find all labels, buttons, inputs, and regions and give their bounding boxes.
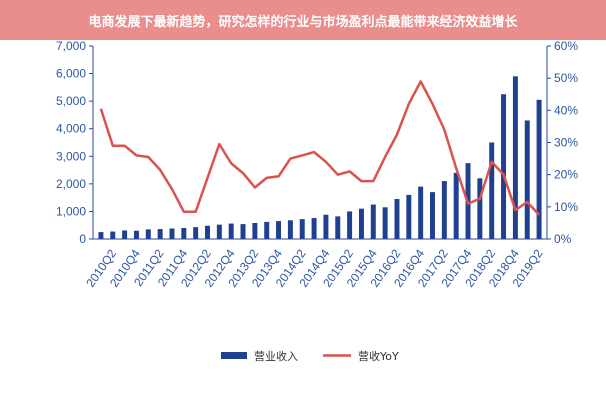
revenue-bar xyxy=(193,227,199,239)
revenue-bar xyxy=(430,192,435,239)
x-axis: 2010Q22010Q42011Q22011Q42012Q22012Q42013… xyxy=(83,238,547,290)
revenue-bar xyxy=(228,223,234,239)
revenue-bar xyxy=(110,231,116,239)
y-left-tick-label: 7,000 xyxy=(56,39,86,53)
revenue-bar xyxy=(122,230,128,239)
legend: 营业收入 营收YoY xyxy=(221,349,399,363)
revenue-bar xyxy=(311,218,317,239)
yoy-line-group xyxy=(99,80,541,216)
yoy-line xyxy=(99,80,541,216)
revenue-bar xyxy=(216,224,222,239)
y-left-tick-label: 2,000 xyxy=(56,177,86,191)
y-right-tick-label: 30% xyxy=(554,136,578,150)
legend-yoy-label: 营收YoY xyxy=(358,349,399,363)
revenue-bar xyxy=(335,216,341,239)
revenue-bar xyxy=(276,221,282,239)
y-right-axis: 0% 10% 20% 30% 40% 50% 60% xyxy=(546,39,578,246)
revenue-bar xyxy=(323,214,329,239)
revenue-bar xyxy=(252,223,258,239)
revenue-bar xyxy=(181,227,187,239)
legend-revenue-swatch xyxy=(221,352,247,359)
y-left-tick-label: 0 xyxy=(79,232,86,246)
y-left-axis: 0 1,000 2,000 3,000 4,000 5,000 6,000 7,000 xyxy=(56,39,94,246)
y-left-tick-label: 4,000 xyxy=(56,122,86,136)
revenue-bar xyxy=(524,120,530,239)
y-right-tick-label: 10% xyxy=(554,200,578,214)
revenue-bar xyxy=(240,224,246,239)
revenue-bar xyxy=(98,232,104,239)
revenue-bar xyxy=(133,230,139,239)
title-banner: 电商发展下最新趋势，研究怎样的行业与市场盈利点最能带来经济效益增长 xyxy=(0,0,606,40)
revenue-bars xyxy=(98,76,542,239)
y-left-tick-label: 1,000 xyxy=(56,204,86,218)
revenue-bar xyxy=(453,172,459,239)
revenue-bar xyxy=(394,199,400,239)
revenue-bar xyxy=(347,211,353,239)
y-right-tick-label: 20% xyxy=(554,168,578,182)
revenue-bar xyxy=(512,76,518,239)
y-right-tick-label: 0% xyxy=(554,232,572,246)
revenue-bar xyxy=(370,204,376,239)
y-right-tick-label: 40% xyxy=(554,103,578,117)
revenue-bar xyxy=(169,228,175,239)
legend-revenue-label: 营业收入 xyxy=(254,349,298,363)
revenue-bar xyxy=(264,221,270,239)
revenue-bar xyxy=(287,220,293,239)
revenue-bar xyxy=(358,208,364,239)
revenue-bar xyxy=(406,194,412,239)
y-left-tick-label: 5,000 xyxy=(56,94,86,108)
revenue-bar xyxy=(418,186,424,239)
revenue-bar xyxy=(205,225,210,239)
y-left-tick-label: 6,000 xyxy=(56,67,86,81)
banner-title: 电商发展下最新趋势，研究怎样的行业与市场盈利点最能带来经济效益增长 xyxy=(88,14,518,30)
revenue-bar xyxy=(382,207,388,239)
revenue-bar xyxy=(441,181,447,239)
y-left-tick-label: 3,000 xyxy=(56,149,86,163)
revenue-bar xyxy=(157,229,163,239)
y-right-tick-label: 50% xyxy=(554,71,578,85)
revenue-bar xyxy=(145,229,151,239)
revenue-bar xyxy=(501,94,507,239)
revenue-bar xyxy=(536,99,542,239)
revenue-bar xyxy=(299,219,305,239)
y-right-tick-label: 60% xyxy=(554,39,578,53)
revenue-bar xyxy=(477,178,483,239)
revenue-bar xyxy=(489,142,495,239)
